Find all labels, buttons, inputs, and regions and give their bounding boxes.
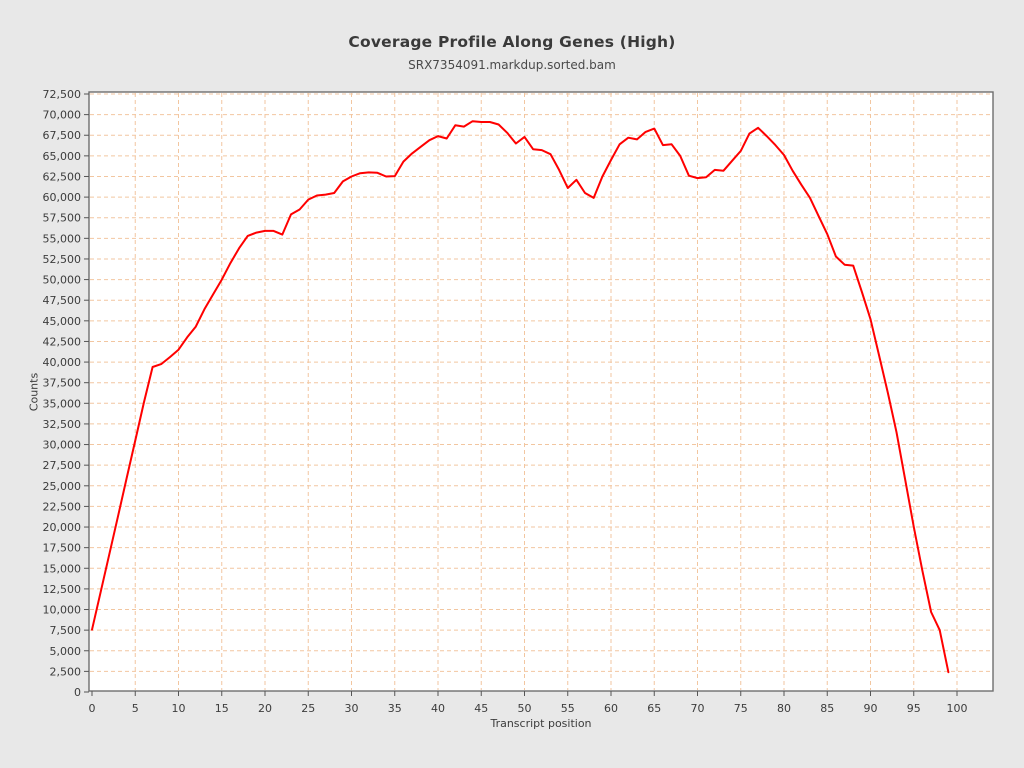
y-tick-label: 42,500 (43, 335, 82, 348)
x-tick-label: 75 (734, 702, 748, 715)
y-tick-label: 70,000 (43, 109, 82, 122)
y-tick-label: 22,500 (43, 500, 82, 513)
y-tick-label: 45,000 (43, 315, 82, 328)
x-tick-label: 85 (820, 702, 834, 715)
x-tick-label: 80 (777, 702, 791, 715)
y-tick-label: 60,000 (43, 191, 82, 204)
x-tick-label: 20 (258, 702, 272, 715)
y-tick-label: 15,000 (43, 562, 82, 575)
x-tick-label: 25 (301, 702, 315, 715)
x-tick-label: 55 (561, 702, 575, 715)
y-tick-label: 27,500 (43, 459, 82, 472)
tick-marks-group (84, 93, 958, 696)
x-tick-label: 95 (907, 702, 921, 715)
x-tick-label: 15 (215, 702, 229, 715)
y-tick-label: 62,500 (43, 170, 82, 183)
chart-subtitle: SRX7354091.markdup.sorted.bam (408, 58, 616, 72)
y-tick-label: 72,500 (43, 88, 82, 101)
y-tick-label: 20,000 (43, 521, 82, 534)
y-tick-label: 7,500 (50, 624, 82, 637)
x-tick-label: 100 (947, 702, 968, 715)
plot-frame (88, 91, 994, 692)
y-tick-label: 47,500 (43, 294, 82, 307)
x-tick-label: 30 (345, 702, 359, 715)
y-tick-label: 40,000 (43, 356, 82, 369)
x-tick-label: 90 (864, 702, 878, 715)
y-tick-label: 55,000 (43, 232, 82, 245)
x-tick-label: 65 (647, 702, 661, 715)
y-tick-label: 30,000 (43, 439, 82, 452)
y-tick-label: 10,000 (43, 604, 82, 617)
y-tick-label: 65,000 (43, 150, 82, 163)
x-tick-label: 5 (132, 702, 139, 715)
y-tick-label: 52,500 (43, 253, 82, 266)
y-tick-label: 2,500 (50, 665, 82, 678)
plot-area (89, 92, 993, 691)
y-tick-label: 5,000 (50, 645, 82, 658)
x-tick-label: 50 (518, 702, 532, 715)
x-tick-label: 70 (691, 702, 705, 715)
x-axis-label: Transcript position (490, 717, 592, 730)
y-tick-label: 50,000 (43, 274, 82, 287)
y-tick-label: 37,500 (43, 377, 82, 390)
y-tick-label: 35,000 (43, 397, 82, 410)
y-tick-label: 57,500 (43, 212, 82, 225)
y-tick-label: 67,500 (43, 129, 82, 142)
y-tick-label: 25,000 (43, 480, 82, 493)
y-tick-label: 32,500 (43, 418, 82, 431)
chart-title: Coverage Profile Along Genes (High) (348, 33, 676, 51)
coverage-polyline (91, 120, 950, 674)
x-tick-label: 45 (474, 702, 488, 715)
y-tick-label: 0 (74, 686, 81, 699)
x-tick-label: 40 (431, 702, 445, 715)
gridlines-group (90, 93, 992, 690)
tick-labels-group: 0 5 10 15 20 25 30 35 40 45 50 55 60 65 70 75 80 85 90 95 10… (43, 88, 968, 715)
x-tick-label: 35 (388, 702, 402, 715)
x-tick-label: 10 (172, 702, 186, 715)
x-tick-label: 0 (89, 702, 96, 715)
y-tick-label: 12,500 (43, 583, 82, 596)
y-tick-label: 17,500 (43, 542, 82, 555)
x-tick-label: 60 (604, 702, 618, 715)
